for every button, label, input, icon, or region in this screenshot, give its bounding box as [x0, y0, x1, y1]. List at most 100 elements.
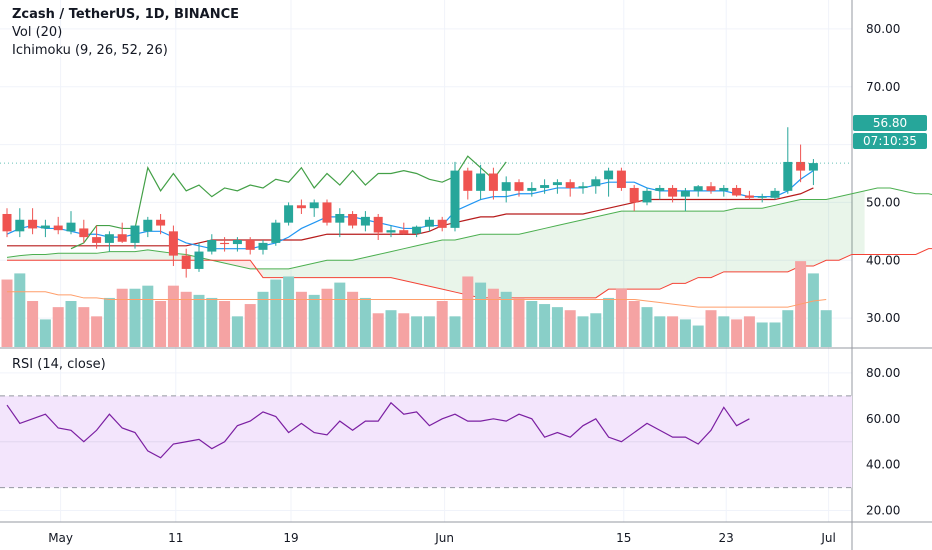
cloud-segment — [493, 234, 507, 298]
volume-bar — [679, 319, 691, 347]
candle-body — [527, 187, 537, 191]
candle-body — [53, 225, 63, 231]
cloud-segment — [595, 213, 609, 298]
volume-bar — [52, 307, 64, 347]
volume-bar — [65, 301, 77, 347]
cloud-segment — [749, 208, 763, 272]
candle-body — [719, 187, 729, 191]
cloud-segment — [506, 234, 519, 298]
cloud-segment — [263, 268, 276, 278]
cloud-segment — [775, 202, 788, 272]
cloud-segment — [851, 190, 865, 255]
candle-body — [488, 173, 498, 191]
candle-body — [79, 228, 89, 238]
cloud-segment — [327, 260, 340, 278]
cloud-segment — [519, 231, 532, 298]
volume-bar — [283, 276, 295, 347]
candle-body — [463, 170, 473, 191]
cloud-segment — [659, 211, 673, 290]
volume-bar — [295, 291, 307, 347]
price-tick-label: 70.00 — [866, 80, 900, 94]
cloud-segment — [813, 199, 827, 267]
candle-body — [424, 219, 434, 227]
candle-body — [28, 219, 38, 229]
price-tick-label: 50.00 — [866, 195, 900, 209]
cloud-segment — [71, 253, 84, 261]
cloud-segment — [711, 211, 724, 278]
volume-bar — [692, 325, 704, 347]
candle-body — [386, 230, 396, 233]
candle-body — [540, 185, 550, 188]
volume-bar — [14, 273, 26, 347]
volume-bar — [615, 288, 627, 347]
volume-bar — [257, 291, 269, 347]
candle-body — [514, 182, 524, 191]
volume-bar — [129, 288, 141, 347]
cloud-segment — [723, 208, 737, 272]
countdown-tag: 07:10:35 — [853, 133, 927, 149]
volume-bar — [628, 301, 640, 347]
price-tick-label: 40.00 — [866, 253, 900, 267]
rsi-tick-label: 20.00 — [866, 504, 900, 518]
volume-bars — [1, 261, 832, 347]
conversion-line — [6, 170, 814, 250]
volume-bar — [449, 316, 461, 347]
volume-bar — [398, 313, 410, 347]
cloud-segment — [634, 211, 647, 290]
time-tick-label: 11 — [168, 531, 183, 545]
volume-bar — [551, 307, 563, 347]
price-tick-label: 80.00 — [866, 22, 900, 36]
cloud-segment — [698, 211, 711, 278]
cloud-segment — [19, 254, 33, 261]
candle-body — [220, 242, 230, 245]
volume-bar — [91, 316, 103, 347]
candle-body — [412, 226, 422, 234]
time-tick-label: May — [48, 531, 73, 545]
rsi-legend[interactable]: RSI (14, close) — [12, 357, 106, 372]
cloud-segment — [275, 268, 289, 278]
volume-bar — [167, 285, 179, 347]
cloud-segment — [531, 228, 545, 298]
cloud-segment — [147, 249, 161, 261]
cloud-segment — [736, 208, 750, 272]
volume-bar — [820, 310, 832, 347]
ichimoku-legend[interactable]: Ichimoku (9, 26, 52, 26) — [12, 43, 168, 58]
candle-body — [808, 163, 818, 171]
candle-body — [783, 161, 793, 191]
cloud-segment — [32, 254, 46, 261]
volume-bar — [39, 319, 51, 347]
volume-bar — [359, 297, 371, 347]
volume-bar — [385, 310, 397, 347]
candle-body — [92, 237, 102, 243]
cloud-segment — [301, 263, 315, 278]
candle-body — [207, 240, 217, 252]
cloud-segment — [96, 251, 110, 261]
volume-bar — [116, 288, 128, 347]
volume-bar — [436, 301, 448, 347]
volume-bar — [807, 273, 819, 347]
vol-legend[interactable]: Vol (20) — [12, 25, 63, 40]
cloud-segment — [109, 251, 123, 261]
cloud-segment — [314, 260, 327, 278]
volume-bar — [321, 288, 333, 347]
candle-body — [322, 202, 332, 223]
cloud-segment — [787, 199, 801, 272]
time-tick-label: Jun — [434, 531, 454, 545]
time-tick-label: 23 — [719, 531, 734, 545]
symbol-title[interactable]: Zcash / TetherUS, 1D, BINANCE — [12, 7, 240, 22]
candle-body — [744, 195, 754, 198]
candle-body — [348, 213, 358, 226]
volume-bar — [756, 322, 768, 347]
cloud-segment — [416, 242, 430, 287]
candle-body — [245, 240, 255, 250]
cloud-segment — [339, 260, 353, 278]
cloud-segment — [570, 219, 583, 298]
volume-bar — [462, 276, 474, 347]
cloud-segment — [378, 251, 391, 278]
candle-body — [616, 170, 626, 188]
volume-bar — [347, 291, 359, 347]
volume-bar — [539, 304, 551, 347]
volume-bar — [487, 288, 499, 347]
cloud-segment — [45, 253, 59, 261]
